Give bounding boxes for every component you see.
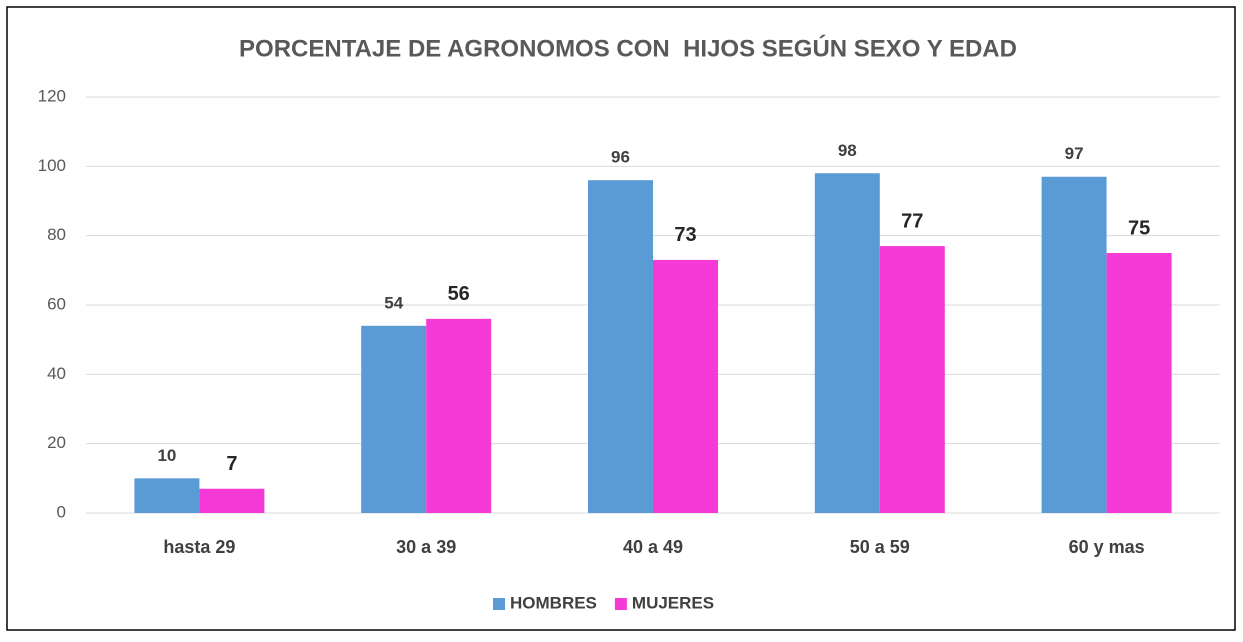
bar [1041,176,1107,513]
value-label: 96 [611,148,630,167]
y-tick-label: 60 [47,294,66,313]
value-label: 97 [1065,144,1084,163]
bar [879,246,945,514]
legend-label: MUJERES [632,593,714,612]
bar [814,173,880,513]
value-label: 77 [901,210,923,232]
y-tick-label: 120 [38,86,66,105]
y-tick-label: 80 [47,225,66,244]
bar [426,318,492,513]
value-label: 10 [157,446,176,465]
x-tick-label: 30 a 39 [396,537,456,557]
y-tick-label: 20 [47,433,66,452]
value-label: 56 [448,283,470,305]
legend-swatch [614,598,627,610]
x-tick-label: 60 y mas [1069,537,1145,557]
value-label: 98 [838,141,857,160]
bar [134,478,200,513]
legend-swatch [493,598,505,610]
value-label: 54 [384,293,403,312]
legend-label: HOMBRES [510,593,597,612]
x-tick-label: 40 a 49 [623,537,683,557]
value-label: 73 [674,224,696,246]
y-tick-label: 0 [57,502,66,521]
chart-title: PORCENTAJE DE AGRONOMOS CON HIJOS SEGÚN … [239,34,1017,62]
bar [1106,253,1172,513]
y-tick-label: 40 [47,364,66,383]
value-label: 75 [1128,217,1150,239]
bar [653,259,718,513]
bar [588,180,653,513]
bar [361,325,427,513]
y-tick-label: 100 [38,156,66,175]
value-label: 7 [226,453,237,475]
x-tick-label: 50 a 59 [850,537,910,557]
x-tick-label: hasta 29 [163,537,235,557]
bar [199,488,265,513]
